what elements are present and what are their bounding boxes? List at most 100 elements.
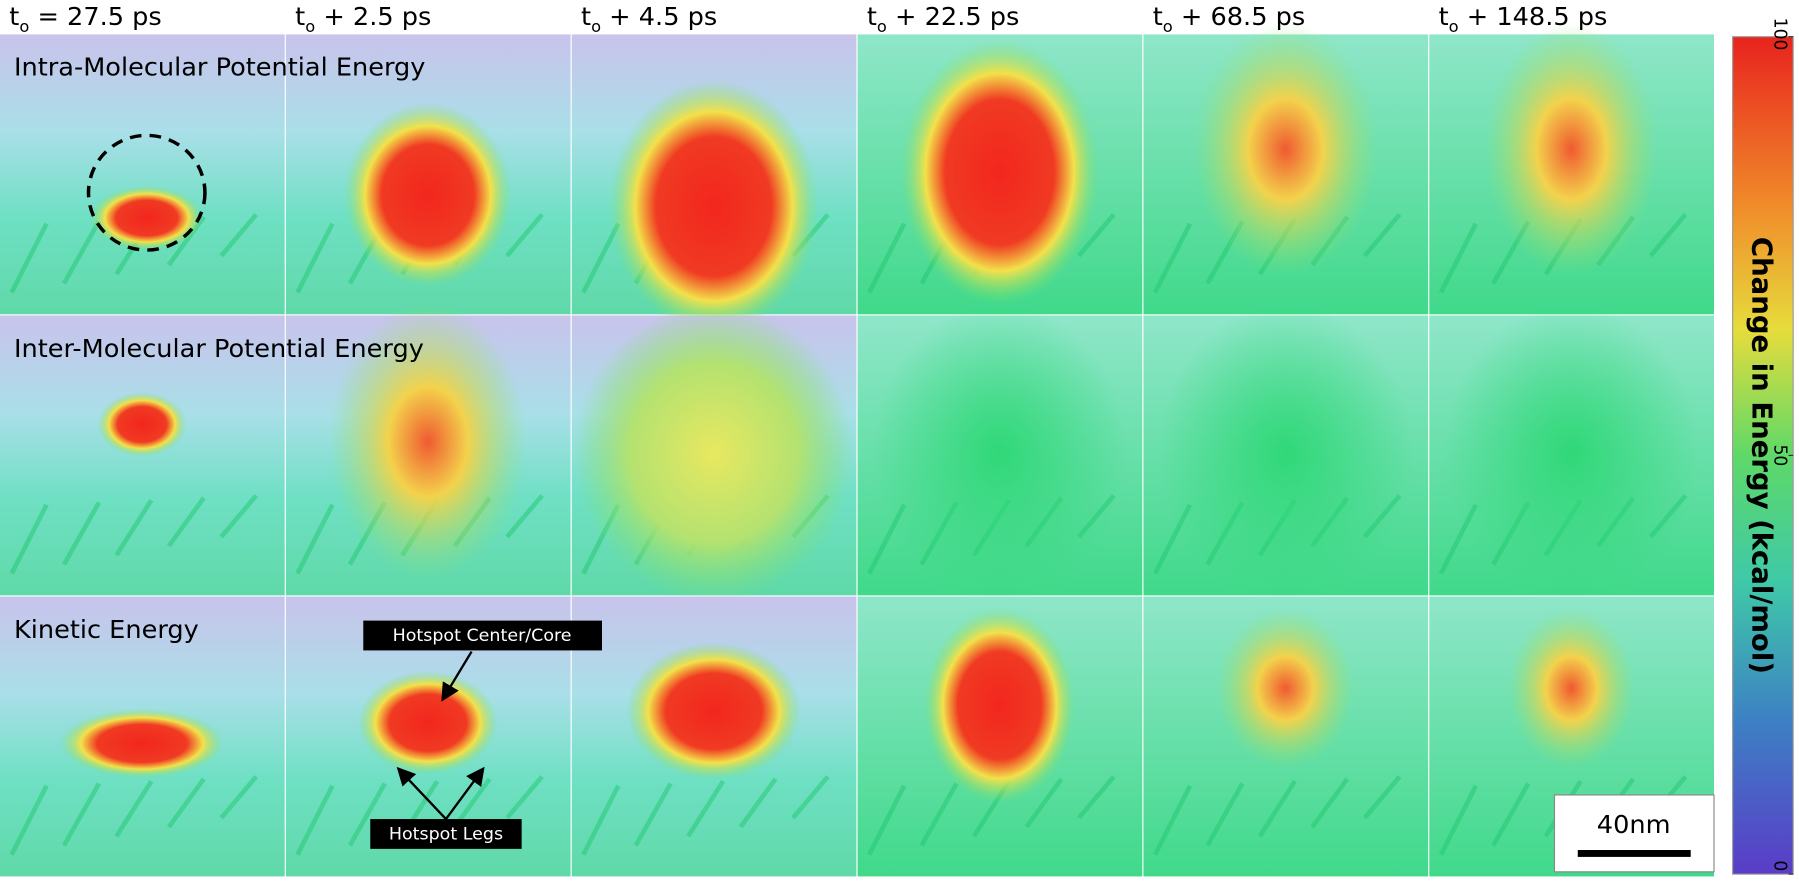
- header-sub: o: [19, 17, 29, 36]
- crystal-streak: [62, 782, 102, 847]
- hotspot: [1192, 22, 1379, 276]
- column-header: to + 2.5 ps: [295, 1, 431, 36]
- crystal-streak: [114, 779, 154, 838]
- hotspot: [90, 185, 203, 251]
- crystal-streak: [1077, 775, 1116, 820]
- crystal-streak: [1362, 775, 1402, 820]
- hotspot: [328, 303, 527, 580]
- row-label: Kinetic Energy: [14, 614, 199, 644]
- crystal-streak: [62, 220, 102, 285]
- header-base: t: [867, 1, 877, 31]
- crystal-streak: [166, 496, 206, 548]
- header-offset: + 68.5 ps: [1173, 1, 1305, 31]
- header-sub: o: [1163, 17, 1173, 36]
- crystal-streak: [62, 501, 102, 566]
- crystal-streak: [295, 222, 335, 294]
- header-sub: o: [591, 17, 601, 36]
- header-offset: + 4.5 ps: [601, 1, 717, 31]
- header-offset: + 148.5 ps: [1459, 1, 1608, 31]
- crystal-streak: [1491, 782, 1531, 847]
- annotation-legs: Hotspot Legs: [370, 766, 522, 849]
- crystal-streak: [219, 213, 258, 258]
- header-base: t: [295, 1, 305, 31]
- colorbar-title: Change in Energy (kcal/mol): [1745, 237, 1778, 674]
- crystal-streak: [295, 784, 335, 856]
- column-header: to + 148.5 ps: [1439, 1, 1608, 36]
- hotspot: [97, 392, 187, 457]
- hotspot: [1507, 607, 1636, 769]
- crystal-streak: [219, 494, 258, 539]
- annotation-text: Hotspot Legs: [389, 825, 503, 845]
- header-offset: + 2.5 ps: [315, 1, 431, 31]
- crystal-streak: [791, 775, 830, 820]
- crystal-streak: [581, 784, 621, 856]
- hotspot-circle: [86, 133, 207, 252]
- crystal-streak: [919, 782, 959, 847]
- hotspot: [608, 80, 819, 333]
- header-sub: o: [877, 17, 887, 36]
- colorbar-tick-label: 0: [1770, 860, 1790, 871]
- header-base: t: [1439, 1, 1449, 31]
- annotation-text: Hotspot Center/Core: [393, 626, 572, 646]
- header-sub: o: [1449, 17, 1459, 36]
- crystal-streak: [1648, 213, 1688, 258]
- header-base: t: [581, 1, 591, 31]
- header-base: t: [9, 1, 19, 31]
- hotspot: [1157, 303, 1414, 603]
- crystal-streak: [1438, 784, 1478, 856]
- crystal-streak: [1153, 222, 1193, 294]
- crystal-streak: [867, 784, 907, 856]
- colorbar: [1732, 36, 1794, 875]
- crystal-streak: [9, 503, 49, 575]
- colorbar-tick-label: 50: [1770, 444, 1790, 466]
- panel-grid: [0, 22, 1714, 877]
- hotspot: [871, 303, 1128, 603]
- crystal-streak: [1362, 213, 1402, 258]
- crystal-streak: [867, 222, 907, 294]
- header-offset: + 22.5 ps: [887, 1, 1019, 31]
- crystal-streak: [1310, 777, 1350, 829]
- header-base: t: [1153, 1, 1163, 31]
- colorbar-tick-label: 100: [1770, 18, 1790, 51]
- hotspot: [574, 303, 854, 603]
- hotspot: [1443, 303, 1700, 603]
- row-label: Inter-Molecular Potential Energy: [14, 333, 424, 363]
- hotspot: [923, 607, 1076, 803]
- header-sub: o: [305, 17, 315, 36]
- crystal-streak: [505, 775, 544, 820]
- crystal-streak: [9, 222, 49, 294]
- crystal-streak: [166, 777, 206, 829]
- panel: [0, 34, 285, 315]
- annotation-core: Hotspot Center/Core: [363, 620, 602, 702]
- hotspot: [1215, 607, 1356, 769]
- crystal-streak: [295, 503, 335, 575]
- crystal-streak: [505, 494, 544, 539]
- crystal-streak: [1205, 782, 1245, 847]
- crystal-streak: [738, 777, 778, 829]
- crystal-streak: [9, 784, 49, 856]
- column-header: to + 68.5 ps: [1153, 1, 1305, 36]
- crystal-streak: [1153, 784, 1193, 856]
- crystal-streak: [633, 782, 673, 847]
- hotspot: [358, 671, 498, 775]
- crystal-streak: [1438, 222, 1478, 294]
- column-header: to + 4.5 ps: [581, 1, 717, 36]
- header-offset: = 27.5 ps: [29, 1, 161, 31]
- crystal-streak: [505, 213, 544, 258]
- hotspot: [1484, 22, 1659, 276]
- row-label: Intra-Molecular Potential Energy: [14, 52, 425, 82]
- crystal-streak: [1257, 779, 1297, 838]
- crystal-streak: [1024, 777, 1064, 829]
- crystal-streak: [1077, 213, 1116, 258]
- hotspot: [60, 708, 224, 778]
- scale-bar-label: 40nm: [1597, 809, 1671, 839]
- crystal-streak: [347, 782, 387, 847]
- column-header: to + 22.5 ps: [867, 1, 1019, 36]
- hotspot: [344, 103, 512, 287]
- scale-bar: 40nm: [1553, 794, 1715, 873]
- crystal-streak: [686, 779, 726, 838]
- hotspot: [900, 40, 1099, 304]
- crystal-streak: [219, 775, 258, 820]
